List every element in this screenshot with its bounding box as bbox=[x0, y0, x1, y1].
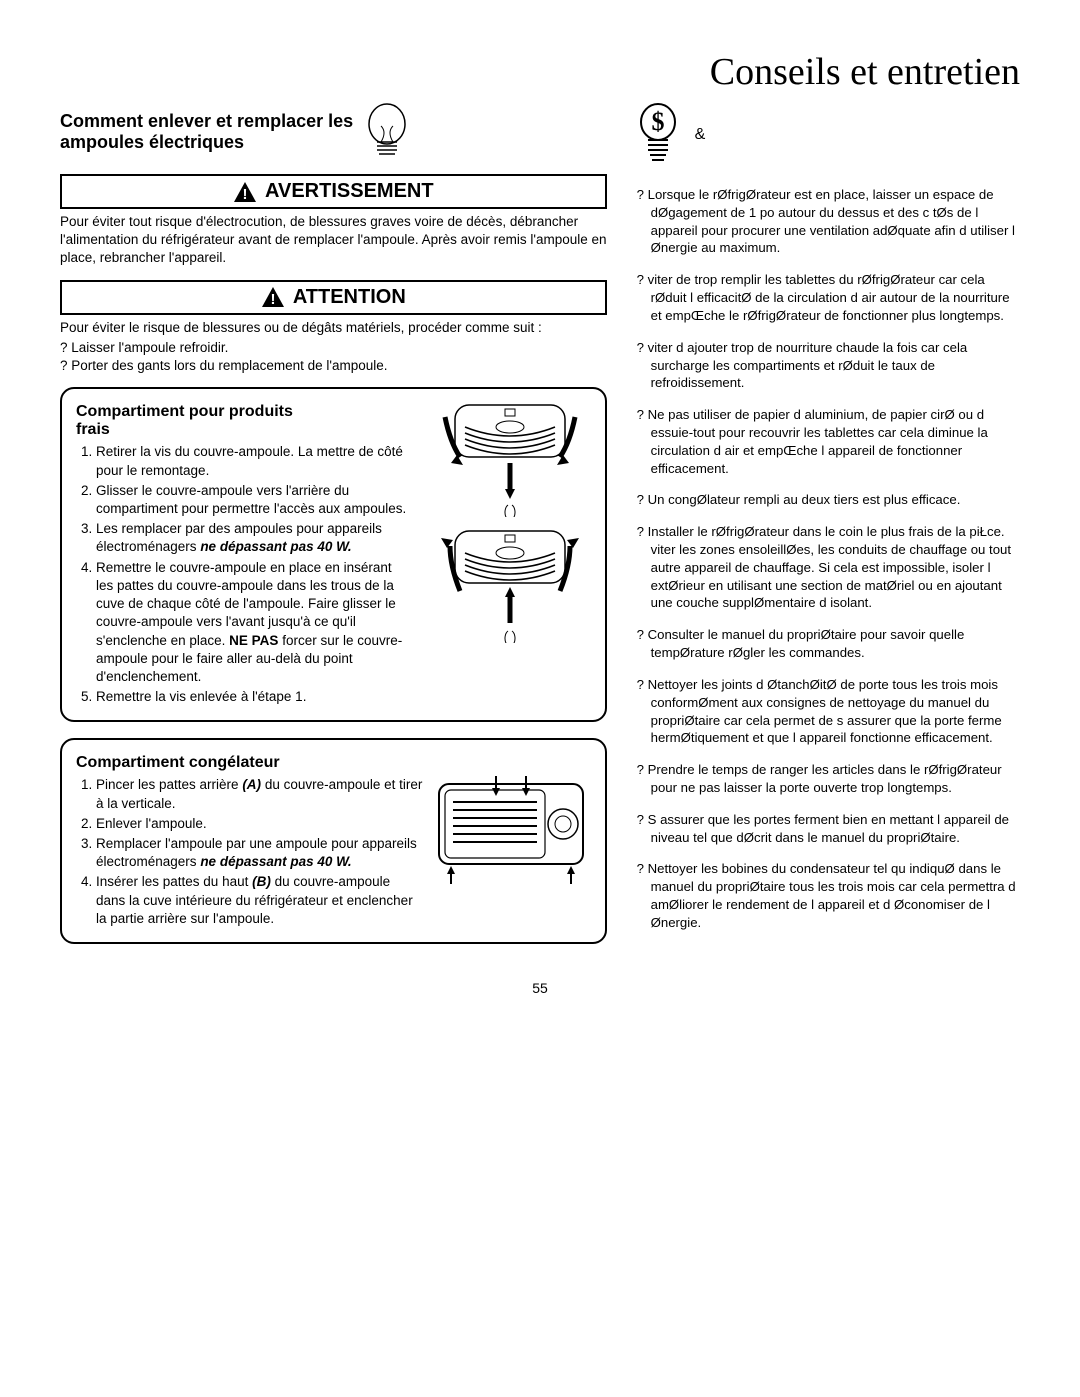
fresh-step-5: Remettre la vis enlevée à l'étape 1. bbox=[96, 688, 411, 706]
left-column: Comment enlever et remplacer les ampoule… bbox=[60, 102, 607, 960]
svg-text:!: ! bbox=[243, 186, 248, 203]
tip-item: Prendre le temps de ranger les articles … bbox=[637, 761, 1020, 797]
tip-item: Nettoyer les joints d ØtanchØitØ de port… bbox=[637, 676, 1020, 747]
warning-box-attention: ! ATTENTION bbox=[60, 280, 607, 315]
attention-bullet-2: ? Porter des gants lors du remplacement … bbox=[60, 357, 607, 375]
heading-line-2: ampoules électriques bbox=[60, 132, 244, 152]
page-number: 55 bbox=[60, 980, 1020, 996]
svg-text:$: $ bbox=[651, 107, 664, 136]
warning-body: Pour éviter tout risque d'électrocution,… bbox=[60, 213, 607, 268]
lightbulb-icon: $ bbox=[637, 102, 679, 168]
right-column: $ & Lorsque le rØfrigØrateur est en plac… bbox=[637, 102, 1020, 960]
heading-line-1: Comment enlever et remplacer les bbox=[60, 111, 353, 131]
energy-tips-list: Lorsque le rØfrigØrateur est en place, l… bbox=[637, 186, 1020, 932]
freezer-compartment-box: Compartiment congélateur Pincer les patt… bbox=[60, 738, 607, 944]
fresh-step-3: Les remplacer par des ampoules pour appa… bbox=[96, 520, 411, 556]
tip-item: viter d ajouter trop de nourriture chaud… bbox=[637, 339, 1020, 392]
tip-item: Ne pas utiliser de papier d aluminium, d… bbox=[637, 406, 1020, 477]
attention-bullet-1: ? Laisser l'ampoule refroidir. bbox=[60, 339, 607, 357]
fresh-illustrations bbox=[425, 397, 595, 649]
lightbulb-icon bbox=[363, 102, 411, 162]
ampersand: & bbox=[695, 126, 706, 144]
tip-item: Consulter le manuel du propriØtaire pour… bbox=[637, 626, 1020, 662]
freezer-heading: Compartiment congélateur bbox=[76, 754, 591, 772]
fresh-step-4: Remettre le couvre-ampoule en place en i… bbox=[96, 559, 411, 687]
attention-label: ATTENTION bbox=[293, 286, 406, 308]
page-title: Conseils et entretien bbox=[60, 50, 1020, 94]
tip-item: Lorsque le rØfrigØrateur est en place, l… bbox=[637, 186, 1020, 257]
warning-label: AVERTISSEMENT bbox=[265, 180, 434, 202]
tip-item: Installer le rØfrigØrateur dans le coin … bbox=[637, 523, 1020, 612]
warning-box-avertissement: ! AVERTISSEMENT bbox=[60, 174, 607, 209]
warning-triangle-icon: ! bbox=[261, 286, 285, 308]
fresh-step-2: Glisser le couvre-ampoule vers l'arrière… bbox=[96, 482, 411, 518]
svg-text:!: ! bbox=[270, 291, 275, 308]
tip-item: Un congØlateur rempli au deux tiers est … bbox=[637, 491, 1020, 509]
energy-tips-header: $ & bbox=[637, 102, 1020, 168]
fresh-step-1: Retirer la vis du couvre-ampoule. La met… bbox=[96, 443, 411, 479]
bulb-section-heading: Comment enlever et remplacer les ampoule… bbox=[60, 102, 607, 162]
fresh-compartment-box: Compartiment pour produits frais Retirer… bbox=[60, 387, 607, 722]
attention-body: Pour éviter le risque de blessures ou de… bbox=[60, 319, 607, 337]
tip-item: Nettoyer les bobines du condensateur tel… bbox=[637, 860, 1020, 931]
tip-item: viter de trop remplir les tablettes du r… bbox=[637, 271, 1020, 324]
tip-item: S assurer que les portes ferment bien en… bbox=[637, 811, 1020, 847]
freezer-illustration bbox=[431, 772, 591, 892]
warning-triangle-icon: ! bbox=[233, 181, 257, 203]
